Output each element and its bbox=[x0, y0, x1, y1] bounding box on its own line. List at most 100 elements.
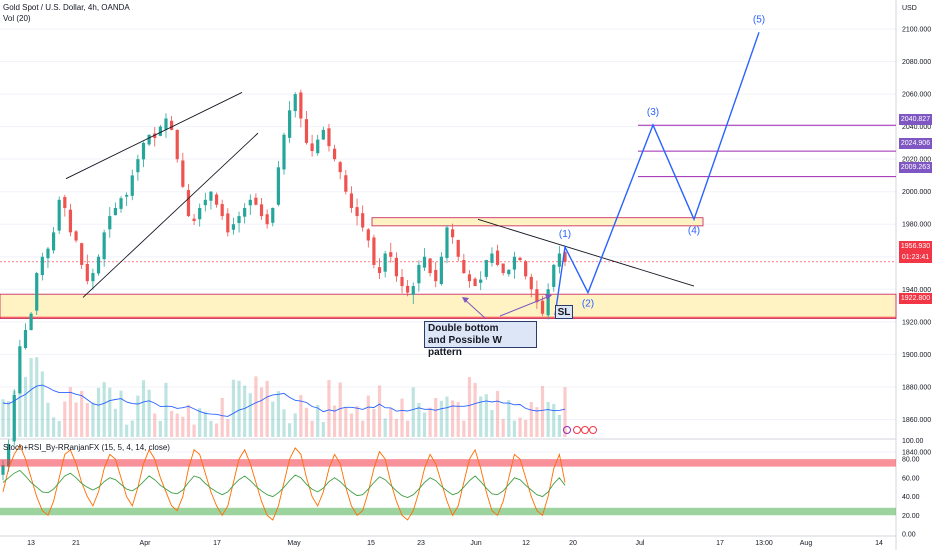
candle-body bbox=[327, 128, 331, 147]
volume-bar bbox=[231, 379, 236, 437]
level-tag-2009[interactable]: 2009.263 bbox=[899, 162, 932, 173]
candle-body bbox=[119, 198, 123, 209]
candle-body bbox=[170, 120, 174, 130]
event-marker-icon[interactable] bbox=[563, 426, 571, 434]
time-tick-label: 20 bbox=[569, 540, 577, 547]
volume-bar bbox=[119, 390, 123, 437]
time-tick-label: Apr bbox=[140, 540, 152, 547]
level-tag-2024[interactable]: 2024.906 bbox=[899, 138, 932, 149]
volume-bar bbox=[243, 385, 247, 437]
indicator-legend[interactable]: Stoch+RSI_By-RRanjanFX (15, 5, 4, 14, cl… bbox=[3, 443, 170, 452]
candle-body bbox=[68, 209, 73, 233]
candle-body bbox=[51, 232, 56, 251]
volume-bar bbox=[451, 400, 455, 437]
rsi-line bbox=[2, 469, 566, 498]
volume-bar bbox=[535, 407, 539, 437]
candle-body bbox=[113, 207, 117, 216]
candle-body bbox=[254, 197, 258, 205]
candle-body bbox=[479, 279, 483, 283]
callout-arrowhead bbox=[462, 297, 469, 303]
candle-body bbox=[434, 269, 438, 282]
stop-loss-tag[interactable]: 1922.800 bbox=[899, 293, 932, 304]
pattern-callout[interactable]: Double bottom and Possible W pattern bbox=[424, 321, 537, 358]
callout-line-1: Double bottom bbox=[428, 323, 499, 334]
volume-bar bbox=[434, 397, 438, 437]
time-tick-label: Jul bbox=[636, 540, 645, 547]
candle-body bbox=[310, 143, 314, 152]
channel-lower-line bbox=[82, 132, 259, 298]
candle-body bbox=[361, 213, 365, 228]
oscillator-tick-label: 20.00 bbox=[902, 513, 920, 520]
event-marker-icon[interactable] bbox=[581, 426, 589, 434]
volume-bar bbox=[147, 389, 151, 437]
candle-body bbox=[147, 134, 151, 145]
volume-bar bbox=[288, 423, 292, 437]
candle-body bbox=[304, 119, 309, 143]
volume-bar bbox=[400, 398, 404, 437]
volume-bar bbox=[428, 407, 432, 437]
oscillator-tick-label: 100.00 bbox=[902, 438, 924, 445]
volume-bar bbox=[518, 417, 522, 437]
candle-body bbox=[417, 264, 421, 284]
time-tick-label: 14 bbox=[875, 540, 883, 547]
volume-legend[interactable]: Vol (20) bbox=[3, 14, 31, 23]
candle-body bbox=[46, 248, 50, 259]
volume-bar bbox=[282, 409, 286, 437]
candle-body bbox=[366, 229, 370, 241]
volume-bar bbox=[220, 398, 224, 437]
candle-body bbox=[473, 278, 477, 287]
last-price-tag[interactable]: 1956.930 bbox=[899, 241, 932, 252]
volume-bar bbox=[344, 407, 348, 437]
candle-body bbox=[102, 232, 106, 260]
volume-bar bbox=[389, 408, 393, 437]
volume-bar bbox=[512, 420, 517, 437]
callout-line-2: and Possible W pattern bbox=[428, 335, 502, 358]
candle-body bbox=[226, 213, 230, 233]
volume-bar bbox=[226, 418, 230, 437]
stochastic-line bbox=[2, 444, 566, 521]
event-marker-icon[interactable] bbox=[573, 426, 581, 434]
candle-body bbox=[406, 285, 410, 293]
elliott-wave-path bbox=[554, 32, 760, 316]
callout-arrowhead bbox=[545, 294, 552, 300]
candle-body bbox=[153, 133, 157, 139]
candle-body bbox=[57, 199, 61, 231]
candle-body bbox=[383, 253, 387, 272]
support-zone bbox=[0, 293, 897, 319]
candle-body bbox=[411, 286, 415, 295]
candle-body bbox=[389, 252, 393, 257]
price-tick-label: 2000.000 bbox=[902, 189, 931, 196]
candle-body bbox=[349, 193, 354, 208]
candle-body bbox=[332, 148, 337, 160]
oscillator-tick-label: 40.00 bbox=[902, 494, 920, 501]
candle-body bbox=[175, 129, 179, 160]
volume-bar bbox=[394, 418, 398, 437]
candle-body bbox=[80, 243, 84, 265]
stop-loss-label[interactable]: SL bbox=[555, 305, 573, 319]
candle-body bbox=[512, 256, 517, 270]
candle-body bbox=[141, 142, 146, 160]
candle-body bbox=[198, 207, 202, 220]
level-tag-2040[interactable]: 2040.827 bbox=[899, 114, 932, 125]
candle-body bbox=[108, 216, 112, 230]
volume-bar bbox=[484, 394, 488, 437]
time-tick-label: 17 bbox=[213, 540, 221, 547]
volume-bar bbox=[467, 376, 472, 437]
candle-body bbox=[237, 216, 241, 224]
volume-bar bbox=[164, 382, 168, 437]
wave-label: (4) bbox=[688, 225, 700, 236]
event-marker-icon[interactable] bbox=[589, 426, 597, 434]
candle-body bbox=[96, 256, 101, 274]
volume-bar bbox=[136, 395, 140, 437]
candle-body bbox=[220, 204, 224, 217]
candle-body bbox=[316, 139, 320, 154]
candle-body bbox=[535, 289, 539, 303]
volume-bar bbox=[18, 380, 22, 437]
candle-body bbox=[243, 207, 247, 217]
wave-label: (2) bbox=[582, 299, 594, 310]
candle-body bbox=[372, 237, 376, 265]
wave-label: (5) bbox=[753, 14, 765, 25]
volume-bar bbox=[265, 380, 269, 437]
volume-bar bbox=[383, 418, 387, 437]
